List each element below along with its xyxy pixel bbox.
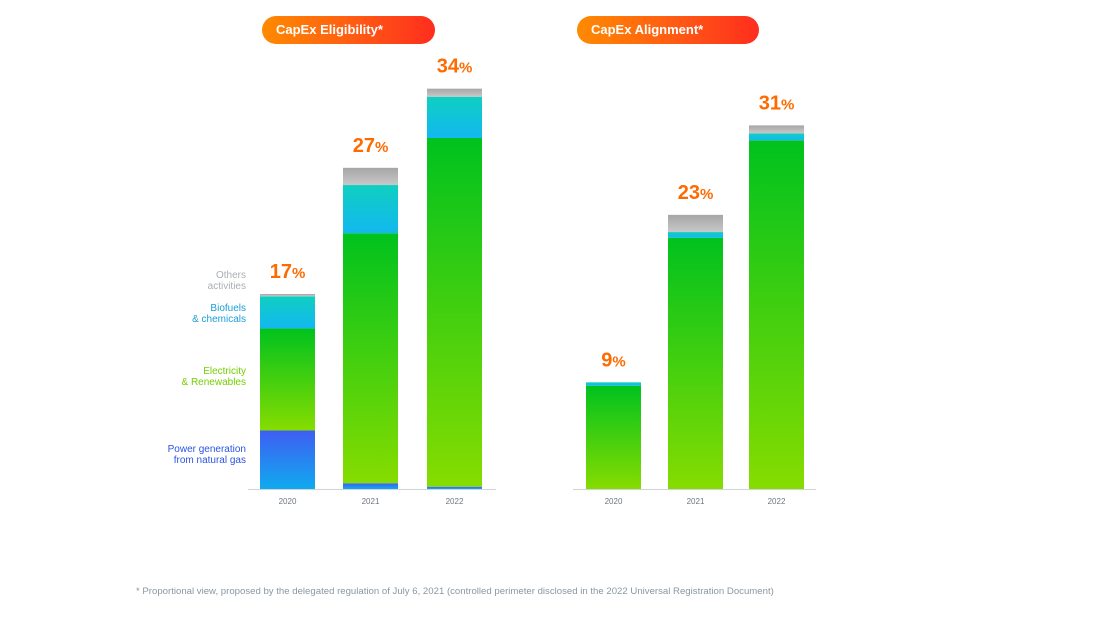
eligibility-total-label-2022: 34%	[437, 56, 473, 78]
legend-electricity-line2: & Renewables	[181, 376, 246, 388]
eligibility-bar-2020-biofuels	[260, 296, 315, 329]
legend-electricity: Electricity & Renewables	[140, 366, 246, 388]
alignment-tick-2021: 2021	[687, 497, 705, 506]
eligibility-total-label-2020: 17%	[270, 261, 306, 283]
eligibility-bar-2020-others	[260, 294, 315, 297]
alignment-total-label-2022: 31%	[759, 92, 795, 114]
eligibility-bar-2022-biofuels	[427, 96, 482, 138]
alignment-bar-2020-biofuels	[586, 382, 641, 386]
eligibility-bar-2020-electricity	[260, 328, 315, 431]
alignment-bar-2022-electricity	[749, 140, 804, 490]
legend-others-line1: Others	[215, 270, 246, 281]
eligibility-bar-2021-electricity	[343, 233, 398, 484]
alignment-bar-2022-others	[749, 125, 804, 134]
eligibility-bar-2021-others	[343, 167, 398, 186]
legend-power-line1: Power generation	[167, 444, 246, 455]
alignment-bar-2020-electricity	[586, 385, 641, 489]
legend-others-line2: activities	[207, 280, 246, 292]
legend-biofuels-line2: & chemicals	[192, 313, 246, 325]
eligibility-bar-2022-others	[427, 88, 482, 97]
legend-others: Others activities	[140, 270, 246, 292]
eligibility-tick-2021: 2021	[362, 497, 380, 506]
eligibility-bar-2022-electricity	[427, 138, 482, 487]
alignment-bar-2021-others	[668, 214, 723, 233]
legend-power: Power generation from natural gas	[140, 444, 246, 466]
alignment-total-label-2021: 23%	[678, 182, 714, 204]
legend-power-line2: from natural gas	[173, 454, 246, 466]
eligibility-tick-2020: 2020	[279, 497, 297, 506]
footnote: * Proportional view, proposed by the del…	[136, 586, 774, 597]
alignment-tick-2022: 2022	[768, 497, 786, 506]
eligibility-tick-2022: 2022	[446, 497, 464, 506]
eligibility-bar-2020-power	[260, 430, 315, 489]
legend-electricity-line1: Electricity	[203, 366, 246, 377]
eligibility-total-label-2021: 27%	[353, 135, 389, 157]
eligibility-bar-2021-biofuels	[343, 185, 398, 234]
legend-biofuels-line1: Biofuels	[210, 303, 246, 314]
eligibility-bar-2022-power	[427, 486, 482, 489]
alignment-tick-2020: 2020	[605, 497, 623, 506]
alignment-total-label-2020: 9%	[601, 349, 625, 371]
legend-biofuels: Biofuels & chemicals	[140, 303, 246, 325]
alignment-bar-2021-biofuels	[668, 232, 723, 238]
alignment-bar-2021-electricity	[668, 237, 723, 489]
eligibility-bar-2021-power	[343, 483, 398, 489]
alignment-title: CapEx Alignment*	[577, 16, 759, 44]
eligibility-title: CapEx Eligibility*	[262, 16, 435, 44]
alignment-bar-2022-biofuels	[749, 133, 804, 141]
